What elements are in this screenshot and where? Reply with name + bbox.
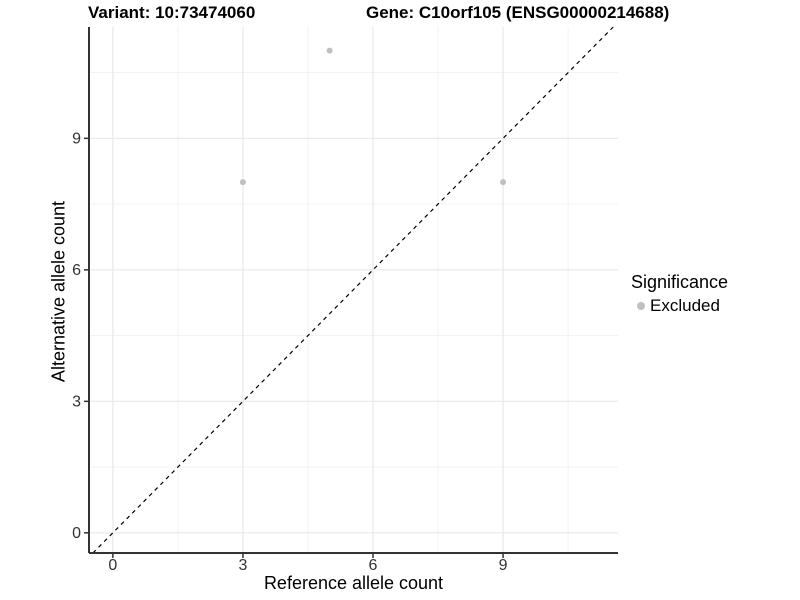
- y-axis-label: Alternative allele count: [48, 200, 69, 383]
- data-point: [326, 47, 333, 54]
- identity-reference-line: [92, 26, 614, 554]
- x-axis-label: Reference allele count: [263, 573, 444, 593]
- x-tick-label: 6: [369, 557, 378, 574]
- x-tick-label: 3: [238, 557, 247, 574]
- legend-entry-excluded: Excluded: [631, 296, 728, 316]
- y-tick-label: 3: [72, 393, 81, 410]
- y-tick-label: 0: [72, 525, 81, 542]
- y-tick-label: 6: [72, 262, 81, 279]
- legend-title: Significance: [631, 272, 729, 292]
- legend-entry-label: Excluded: [650, 296, 720, 315]
- plot-title-gene: Gene: C10orf105 (ENSG00000214688): [366, 3, 670, 22]
- x-tick-label: 0: [108, 557, 117, 574]
- plot-title-variant: Variant: 10:73474060: [88, 3, 256, 22]
- excluded-point-icon: [637, 302, 645, 310]
- data-point: [239, 179, 246, 186]
- legend: Significance Excluded: [631, 272, 728, 316]
- y-tick-label: 9: [72, 130, 81, 147]
- x-tick-label: 9: [499, 557, 508, 574]
- data-point: [500, 179, 507, 186]
